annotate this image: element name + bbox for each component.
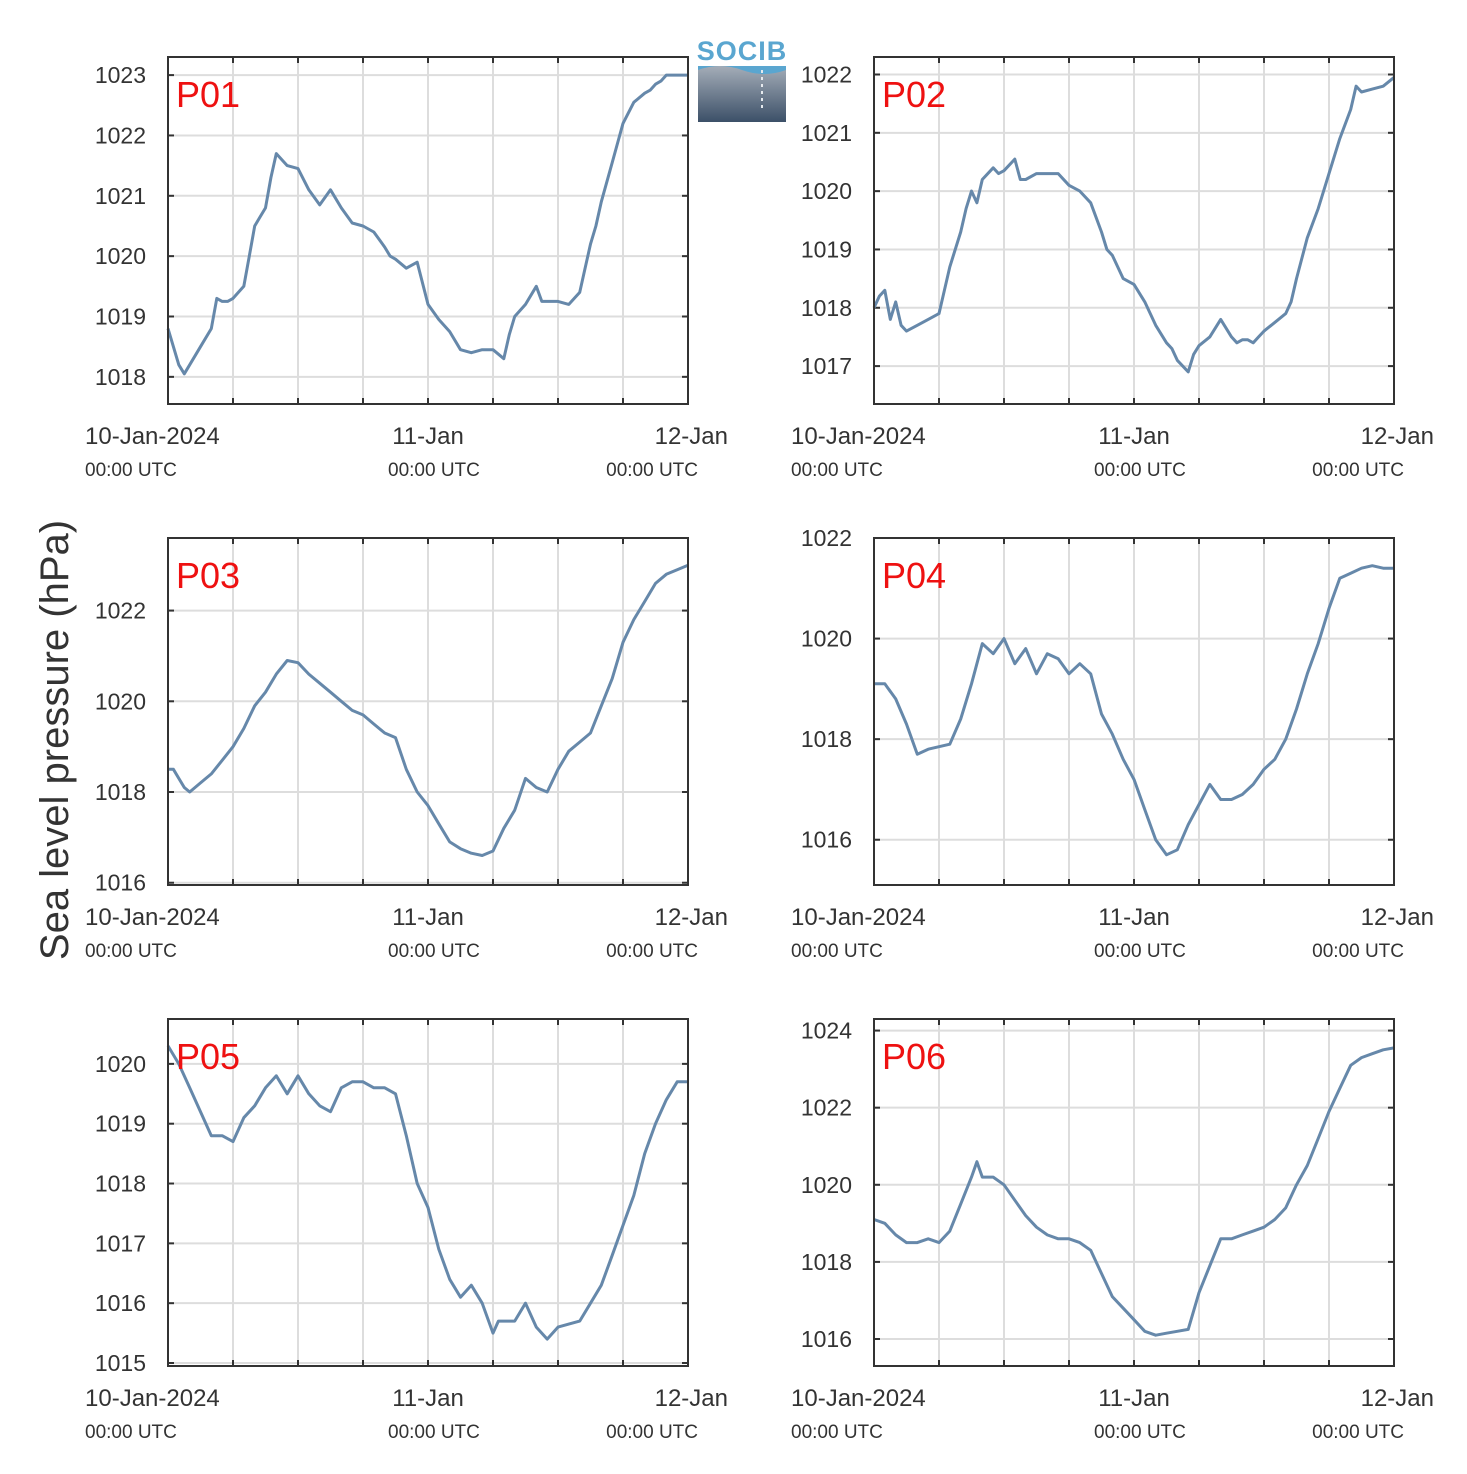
plot-frame (873, 56, 1395, 405)
y-tick-label: 1022 (801, 525, 852, 551)
y-tick-label: 1020 (95, 243, 146, 269)
y-tick-label: 1016 (801, 827, 852, 853)
x-tick-label: 10-Jan-2024 (791, 423, 926, 450)
x-tick-sublabel: 00:00 UTC (791, 941, 883, 962)
panel-label: P04 (882, 555, 946, 596)
y-tick-label: 1018 (801, 295, 852, 321)
y-tick-label: 1022 (801, 1095, 852, 1121)
series-line (873, 1046, 1395, 1337)
plot-frame (167, 56, 689, 405)
x-tick-sublabel: 00:00 UTC (791, 1422, 883, 1443)
series-line (166, 73, 688, 376)
x-tick-label: 12-Jan (655, 423, 728, 450)
socib-logo: SOCIB (697, 36, 788, 122)
x-tick-sublabel: 00:00 UTC (388, 1422, 480, 1443)
y-tick-label: 1018 (95, 1171, 146, 1197)
panel-p06: 1016 1018 1020 1022 1024 10-Jan-2024 00:00 UTC… (791, 1018, 1434, 1443)
panel-p03: 1016 1018 1020 1022 10-Jan-2024 00:00 UTC 11-J… (85, 537, 728, 962)
y-tick-label: 1020 (801, 626, 852, 652)
panel-label: P02 (882, 74, 946, 115)
panel-p05: 1015 1016 1017 1018 1019 1020 10-Jan-2024 00:00… (85, 1018, 728, 1443)
x-tick-label: 11-Jan (392, 904, 464, 931)
plot-frame (167, 537, 689, 886)
y-tick-label: 1022 (95, 598, 146, 624)
x-tick-label: 11-Jan (392, 423, 464, 450)
panel-label: P06 (882, 1036, 946, 1077)
x-tick-label: 12-Jan (1361, 1385, 1434, 1412)
x-tick-label: 10-Jan-2024 (85, 1385, 220, 1412)
x-tick-sublabel: 00:00 UTC (85, 460, 177, 481)
y-tick-label: 1017 (95, 1230, 146, 1256)
y-tick-label: 1024 (801, 1018, 852, 1044)
x-tick-sublabel: 00:00 UTC (388, 941, 480, 962)
y-tick-label: 1018 (801, 1249, 852, 1275)
socib-logo-mark (698, 66, 786, 122)
y-tick-label: 1016 (95, 870, 146, 896)
plot-frame (873, 537, 1395, 886)
plot-frame (167, 1018, 689, 1367)
plot-frame (873, 1018, 1395, 1367)
panel-label: P03 (176, 555, 240, 596)
x-tick-label: 12-Jan (1361, 423, 1434, 450)
panel-label: P01 (176, 74, 240, 115)
x-tick-sublabel: 00:00 UTC (1094, 1422, 1186, 1443)
y-tick-label: 1017 (801, 353, 852, 379)
x-tick-sublabel: 00:00 UTC (85, 1422, 177, 1443)
y-tick-label: 1023 (95, 62, 146, 88)
panel-p04: 1016 1018 1020 1022 10-Jan-2024 00:00 UTC 11-J… (791, 525, 1434, 962)
x-tick-sublabel: 00:00 UTC (85, 941, 177, 962)
x-tick-sublabel: 00:00 UTC (1094, 460, 1186, 481)
socib-logo-wave (698, 66, 786, 74)
series-line (874, 564, 1394, 857)
y-tick-label: 1018 (95, 364, 146, 390)
y-tick-label: 1020 (801, 1172, 852, 1198)
panels: 1018 1019 1020 1021 1022 1023 10-Jan-2024 00:00… (85, 56, 1434, 1443)
y-tick-label: 1020 (95, 1051, 146, 1077)
y-tick-label: 1020 (801, 178, 852, 204)
socib-logo-text: SOCIB (697, 36, 788, 66)
y-axis-label: Sea level pressure (hPa) (33, 520, 77, 960)
x-tick-label: 11-Jan (392, 1385, 464, 1412)
x-tick-sublabel: 00:00 UTC (1312, 941, 1404, 962)
y-tick-label: 1018 (95, 779, 146, 805)
y-tick-label: 1019 (801, 236, 852, 262)
x-tick-sublabel: 00:00 UTC (606, 1422, 698, 1443)
x-tick-sublabel: 00:00 UTC (1094, 941, 1186, 962)
y-tick-label: 1021 (95, 183, 146, 209)
y-tick-label: 1019 (95, 303, 146, 329)
x-tick-sublabel: 00:00 UTC (606, 941, 698, 962)
y-tick-label: 1018 (801, 726, 852, 752)
x-tick-label: 10-Jan-2024 (85, 423, 220, 450)
series-line (168, 563, 689, 857)
x-tick-sublabel: 00:00 UTC (606, 460, 698, 481)
panel-p02: 1017 1018 1019 1020 1021 1022 10-Jan-2024 00:00… (791, 56, 1434, 481)
x-tick-label: 11-Jan (1098, 904, 1170, 931)
x-tick-label: 11-Jan (1098, 423, 1170, 450)
x-tick-label: 12-Jan (1361, 904, 1434, 931)
x-tick-label: 10-Jan-2024 (85, 904, 220, 931)
x-tick-label: 10-Jan-2024 (791, 904, 926, 931)
x-tick-sublabel: 00:00 UTC (388, 460, 480, 481)
y-tick-label: 1016 (801, 1326, 852, 1352)
x-tick-label: 10-Jan-2024 (791, 1385, 926, 1412)
x-tick-sublabel: 00:00 UTC (1312, 460, 1404, 481)
panel-p01: 1018 1019 1020 1021 1022 1023 10-Jan-2024 00:00… (85, 56, 728, 481)
x-tick-label: 12-Jan (655, 1385, 728, 1412)
x-tick-label: 12-Jan (655, 904, 728, 931)
x-tick-sublabel: 00:00 UTC (1312, 1422, 1404, 1443)
y-tick-label: 1022 (801, 61, 852, 87)
y-tick-label: 1019 (95, 1111, 146, 1137)
series-line (872, 76, 1395, 374)
panel-label: P05 (176, 1036, 240, 1077)
x-tick-sublabel: 00:00 UTC (791, 460, 883, 481)
series-line (166, 1045, 688, 1341)
y-tick-label: 1022 (95, 122, 146, 148)
y-tick-label: 1020 (95, 688, 146, 714)
y-tick-label: 1016 (95, 1290, 146, 1316)
y-tick-label: 1015 (95, 1350, 146, 1376)
x-tick-label: 11-Jan (1098, 1385, 1170, 1412)
y-tick-label: 1021 (801, 120, 852, 146)
